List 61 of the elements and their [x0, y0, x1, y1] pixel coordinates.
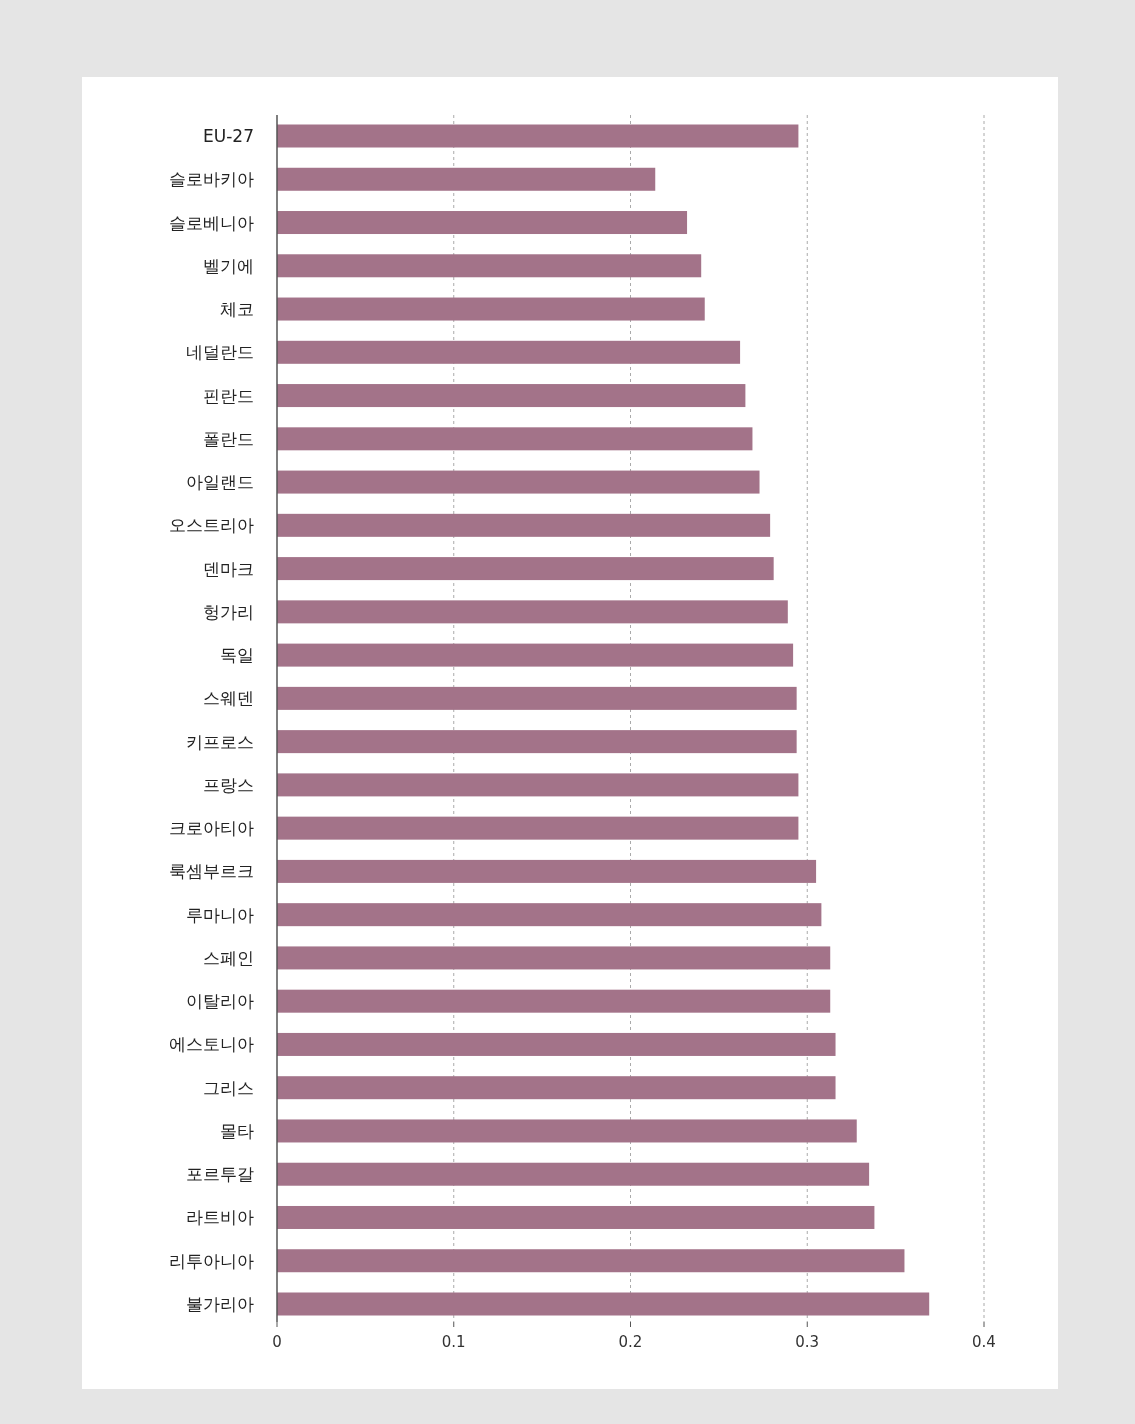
bar [277, 167, 656, 191]
bar [277, 859, 817, 883]
y-tick-label: 스페인 [203, 947, 254, 968]
bar [277, 1162, 870, 1186]
x-tick-label: 0 [272, 1333, 282, 1351]
y-tick-label: EU-27 [203, 126, 254, 146]
y-tick-label: 룩셈부르크 [169, 861, 254, 882]
bar [277, 1249, 905, 1273]
y-tick-label: 그리스 [203, 1077, 254, 1098]
bar [277, 816, 799, 840]
y-tick-label: 슬로바키아 [169, 169, 254, 190]
bar [277, 1292, 930, 1316]
y-tick-label: 크로아티아 [169, 818, 254, 839]
y-tick-label: 리투아니아 [169, 1250, 254, 1271]
y-tick-label: 오스트리아 [169, 515, 254, 536]
bar [277, 1119, 857, 1143]
bar [277, 427, 753, 451]
bar [277, 643, 794, 667]
y-tick-label: 아일랜드 [186, 472, 254, 493]
y-tick-label: 핀란드 [203, 385, 254, 406]
bar [277, 600, 788, 624]
bar [277, 384, 746, 408]
bar [277, 297, 705, 321]
y-tick-label: 에스토니아 [169, 1034, 254, 1055]
y-tick-label: 몰타 [220, 1120, 254, 1141]
x-tick-label: 0.2 [618, 1333, 643, 1351]
x-tick-label: 0.1 [441, 1333, 466, 1351]
bar [277, 557, 774, 581]
bar [277, 340, 741, 364]
x-tick-label: 0.3 [795, 1333, 820, 1351]
y-tick-label: 불가리아 [186, 1294, 254, 1314]
bar [277, 1205, 875, 1229]
y-tick-label: 덴마크 [203, 558, 254, 579]
bar [277, 211, 688, 235]
bar [277, 470, 760, 494]
bar [277, 1032, 836, 1056]
y-tick-label: 루마니아 [186, 904, 254, 925]
y-tick-label: 네덜란드 [186, 342, 254, 363]
y-tick-label: 스웨덴 [203, 688, 254, 709]
y-tick-label: 헝가리 [203, 601, 254, 622]
x-tick-label: 0.4 [972, 1333, 996, 1351]
y-tick-label: 프랑스 [203, 774, 254, 795]
y-tick-label: 체코 [220, 299, 254, 320]
y-tick-label: 라트비아 [186, 1207, 254, 1228]
bar [277, 989, 831, 1013]
y-tick-label: 폴란드 [203, 428, 254, 449]
y-tick-label: 포르투갈 [186, 1164, 254, 1185]
bar [277, 124, 799, 148]
bar [277, 773, 799, 797]
y-tick-label: 독일 [220, 645, 254, 666]
bar [277, 1076, 836, 1100]
bar [277, 513, 771, 537]
y-tick-label: 벨기에 [203, 255, 254, 276]
bar [277, 730, 797, 754]
bar [277, 946, 831, 970]
y-tick-label: 이탈리아 [186, 991, 254, 1012]
y-tick-label: 슬로베니아 [169, 212, 254, 233]
bar [277, 254, 702, 278]
bar [277, 686, 797, 710]
y-tick-label: 키프로스 [186, 731, 254, 752]
bar [277, 903, 822, 927]
